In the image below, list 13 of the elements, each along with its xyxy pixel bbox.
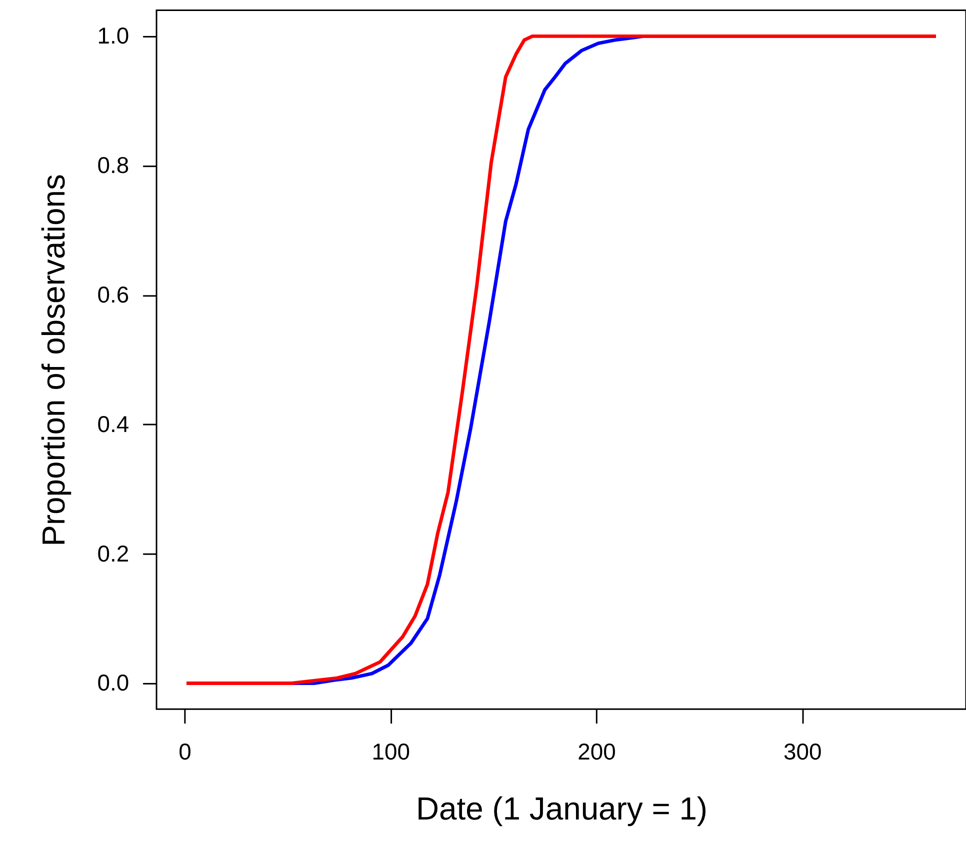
y-tick-label: 0.4	[97, 410, 130, 437]
x-tick-label: 0	[178, 738, 192, 764]
x-axis-title: Date (1 January = 1)	[416, 790, 708, 826]
line-series	[184, 34, 938, 685]
x-tick-label: 100	[372, 738, 410, 764]
y-axis-title: Proportion of observations	[35, 174, 72, 546]
y-tick-label: 0.8	[97, 152, 130, 178]
y-tick-label: 0.2	[97, 540, 130, 566]
x-tick-label: 200	[578, 738, 616, 764]
y-tick-label: 1.0	[97, 22, 130, 49]
x-tick-label: 300	[784, 738, 822, 764]
y-tick-label: 0.6	[97, 281, 130, 308]
y-tick-label: 0.0	[97, 670, 130, 696]
